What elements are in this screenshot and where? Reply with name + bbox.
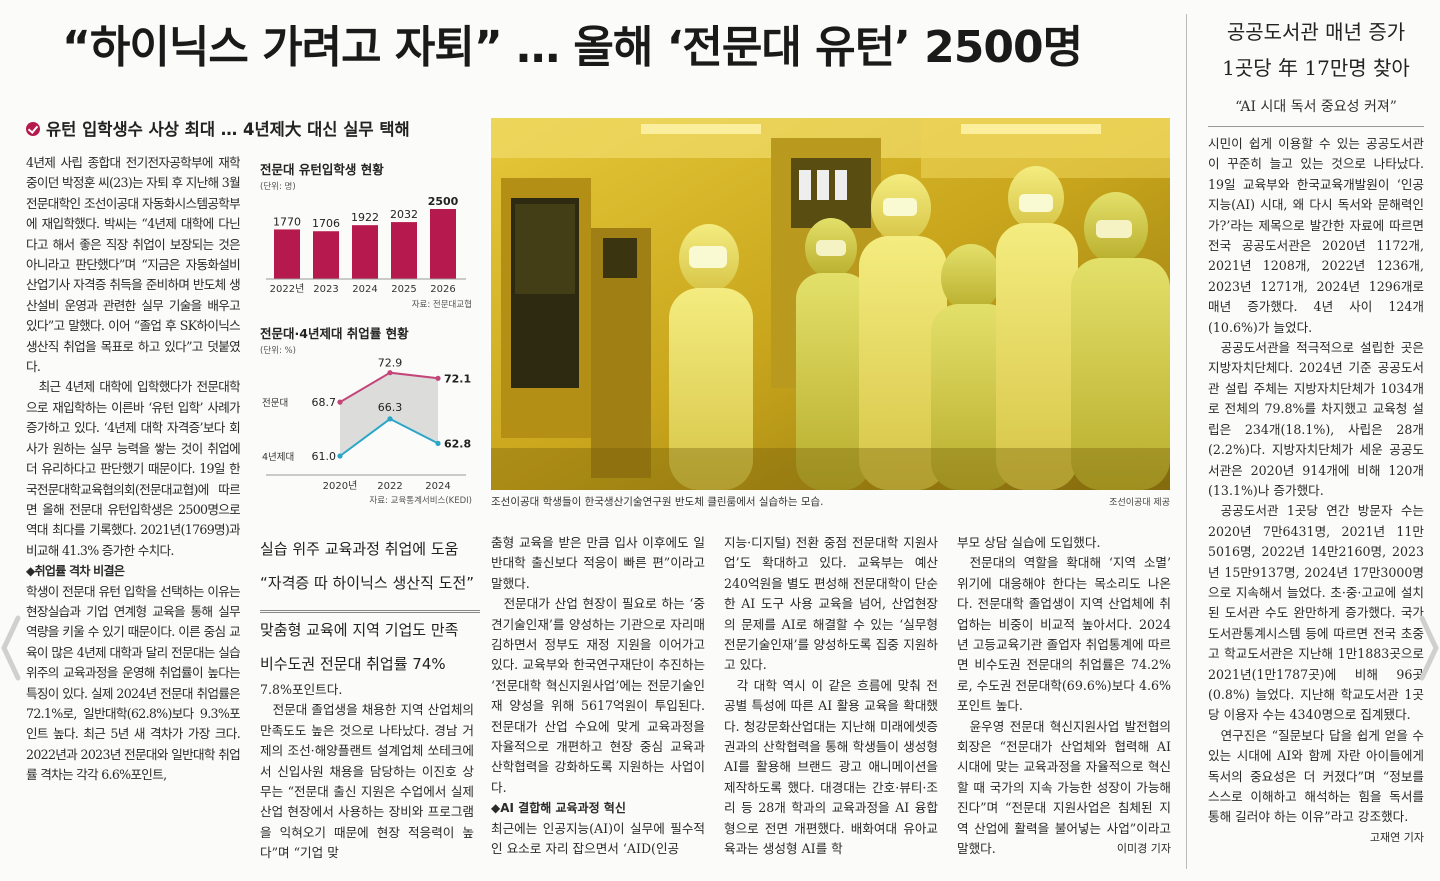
photo-credit: 조선이공대 제공 — [1109, 498, 1170, 508]
bar — [274, 229, 300, 279]
subhead: 유턴 입학생수 사상 최대 … 4년제大 대신 실무 택해 — [26, 116, 486, 140]
data-value-label: 66.3 — [378, 401, 403, 414]
data-point — [387, 416, 393, 422]
data-point — [435, 440, 441, 446]
paragraph: 학생이 전문대 유턴 입학을 선택하는 이유는 현장실습과 기업 연계형 교육을… — [26, 583, 240, 783]
paragraph: 최근 4년제 대학에 입학했다가 전문대학으로 재입학하는 이른바 ‘유턴 입학… — [26, 379, 240, 558]
x-tick-label: 2022 — [377, 481, 402, 492]
data-point — [435, 375, 441, 381]
bar-chart: 1770 2022년 1706 2023 1922 2024 2032 2025 2500 202… — [266, 195, 466, 295]
side-deck: “AI 시대 독서 중요성 커져” — [1235, 99, 1397, 115]
cleanroom-photo-illustration — [491, 118, 1170, 490]
line-chart: 68.7 72.9 72.1 전문대 61.0 66.3 62.8 4년제대 2020년 2022… — [262, 357, 471, 492]
pull-quote-line: “자격증 따 하이닉스 생산직 도전” — [260, 574, 475, 592]
photo-caption-text: 조선이공대 학생들이 한국생산기술연구원 반도체 클린룸에서 실습하는 모습. — [491, 496, 824, 508]
paragraph: 공공도서관 1곳당 연간 방문자 수는 2020년 7만6431명, 2021년… — [1208, 503, 1424, 723]
column-divider — [1186, 14, 1187, 869]
section-subtitle: ◆AI 결합해 교육과정 혁신 — [491, 801, 626, 816]
byline: 이미경 기자 — [1116, 842, 1171, 856]
bar-value-label: 2500 — [428, 195, 459, 208]
side-headline-line: 1곳당 年 17만명 찾아 — [1222, 56, 1410, 80]
paragraph: 윤우영 전문대 혁신지원사업 발전협의회장은 “전문대가 산업체와 협력해 AI… — [957, 717, 1171, 860]
article-column-a: 7.8%포인트다. 전문대 졸업생을 채용한 지역 산업체의 만족도도 높은 것… — [260, 680, 474, 870]
side-rule — [1208, 126, 1424, 127]
paragraph: 4년제 사립 종합대 전기전자공학부에 재학 중이던 박정훈 씨(23)는 자퇴… — [26, 155, 240, 375]
data-value-label: 72.9 — [378, 357, 403, 370]
pull-quote-line: 비수도권 전문대 취업률 74% — [260, 655, 446, 673]
bar-value-label: 1770 — [273, 215, 301, 228]
paragraph: 최근에는 인공지능(AI)이 실무에 필수적인 요소로 자리 잡으면서 ‘AID… — [491, 820, 705, 857]
byline: 고재연 기자 — [1369, 830, 1424, 844]
paragraph: 시민이 쉽게 이용할 수 있는 공공도서관이 꾸준히 늘고 있는 것으로 나타났… — [1208, 136, 1424, 335]
paragraph: 7.8%포인트다. — [260, 682, 343, 697]
series-name-label: 전문대 — [262, 398, 288, 409]
data-value-label: 68.7 — [312, 396, 337, 409]
photo-caption: 조선이공대 학생들이 한국생산기술연구원 반도체 클린룸에서 실습하는 모습. … — [491, 494, 1170, 509]
chart1-title: 전문대 유턴입학생 현황 — [260, 162, 384, 177]
bar — [391, 222, 417, 279]
chart1-source: 자료: 전문대교협 — [411, 300, 472, 310]
side-headline-line: 공공도서관 매년 증가 — [1226, 20, 1406, 44]
x-tick-label: 2026 — [430, 284, 455, 295]
paragraph: 춤형 교육을 받은 만큼 입사 이후에도 일반대학 출신보다 적응이 빠른 편”… — [491, 535, 705, 591]
x-tick-label: 2020년 — [323, 480, 358, 492]
series-name-label: 4년제대 — [262, 452, 294, 463]
cleanroom-photo — [491, 118, 1170, 490]
article-column-d: 부모 상담 실습에 도입했다. 전문대의 역할을 확대해 ‘지역 소멸’ 위기에… — [957, 533, 1171, 870]
charts-area: 전문대 유턴입학생 현황 (단위: 명) 1770 2022년 1706 2023 19… — [260, 153, 472, 513]
bar-value-label: 1922 — [351, 211, 379, 224]
paragraph: 전문대의 역할을 확대해 ‘지역 소멸’ 위기에 대응해야 한다는 목소리도 나… — [957, 555, 1171, 714]
x-tick-label: 2023 — [313, 284, 338, 295]
chart2-source: 자료: 교육통계서비스(KEDI) — [369, 496, 472, 506]
chart1-unit: (단위: 명) — [260, 182, 296, 192]
pull-quote-line: 실습 위주 교육과정 취업에 도움 — [260, 540, 459, 558]
paragraph: 부모 상담 실습에 도입했다. — [957, 535, 1101, 550]
paragraph: 전문대가 산업 현장이 필요로 하는 ‘중견기술인재’를 양성하는 기관으로 자… — [491, 596, 705, 795]
data-value-label: 72.1 — [444, 372, 471, 385]
chart2-unit: (단위: %) — [260, 346, 296, 356]
paragraph: 각 대학 역시 이 같은 흐름에 맞춰 전공별 특성에 따른 AI 활용 교육을… — [724, 677, 938, 857]
bar-value-label: 1706 — [312, 217, 340, 230]
article-column-left: 4년제 사립 종합대 전기전자공학부에 재학 중이던 박정훈 씨(23)는 자퇴… — [26, 153, 240, 868]
data-value-label: 62.8 — [444, 437, 471, 450]
bar — [313, 231, 339, 279]
chart2-title: 전문대·4년제대 취업률 현황 — [260, 326, 409, 341]
paragraph-text: 윤우영 전문대 혁신지원사업 발전협의회장은 “전문대가 산업체와 협력해 AI… — [957, 718, 1171, 857]
subhead-text: 유턴 입학생수 사상 최대 … 4년제大 대신 실무 택해 — [46, 120, 410, 139]
paragraph: 연구진은 “질문보다 답을 쉽게 얻을 수 있는 시대에 AI와 함께 자란 아… — [1208, 726, 1424, 844]
data-point — [337, 453, 343, 459]
chevron-right-icon[interactable] — [1418, 598, 1440, 698]
x-tick-label: 2025 — [391, 284, 416, 295]
pull-quote-box: 실습 위주 교육과정 취업에 도움 “자격증 따 하이닉스 생산직 도전” 맞춤… — [260, 532, 480, 681]
paragraph: 전문대 졸업생을 채용한 지역 산업체의 만족도도 높은 것으로 나타났다. 경… — [260, 702, 474, 861]
paragraph: 지능·디지털) 전환 중점 전문대학 지원사업’도 확대하고 있다. 교육부는 … — [724, 535, 938, 673]
data-point — [337, 399, 343, 405]
paragraph-text: 연구진은 “질문보다 답을 쉽게 얻을 수 있는 시대에 AI와 함께 자란 아… — [1208, 727, 1424, 825]
paragraph: 공공도서관을 적극적으로 설립한 곳은 지방자치단체다. 2024년 기준 공공… — [1208, 340, 1424, 498]
x-tick-label: 2022년 — [270, 283, 305, 295]
chevron-left-icon[interactable] — [0, 598, 22, 698]
data-point — [387, 370, 393, 376]
bar — [430, 209, 456, 279]
side-headline: 공공도서관 매년 증가 1곳당 年 17만명 찾아 — [1208, 14, 1424, 86]
bar-value-label: 2032 — [390, 208, 418, 221]
headline: “하이닉스 가려고 자퇴” … 올해 ‘전문대 유턴’ 2500명 — [62, 22, 1083, 73]
side-article-body: 시민이 쉽게 이용할 수 있는 공공도서관이 꾸준히 늘고 있는 것으로 나타났… — [1208, 134, 1424, 869]
article-column-b: 춤형 교육을 받은 만큼 입사 이후에도 일반대학 출신보다 적응이 빠른 편”… — [491, 533, 705, 870]
x-tick-label: 2024 — [425, 481, 450, 492]
check-icon — [26, 122, 40, 136]
section-subtitle: ◆취업률 격차 비결은 — [26, 564, 125, 579]
x-tick-label: 2024 — [352, 284, 377, 295]
bar — [352, 225, 378, 279]
data-value-label: 61.0 — [312, 450, 337, 463]
pull-quote-line: 맞춤형 교육에 지역 기업도 만족 — [260, 610, 480, 647]
article-column-c: 지능·디지털) 전환 중점 전문대학 지원사업’도 확대하고 있다. 교육부는 … — [724, 533, 938, 870]
series-gap-area — [340, 372, 438, 456]
